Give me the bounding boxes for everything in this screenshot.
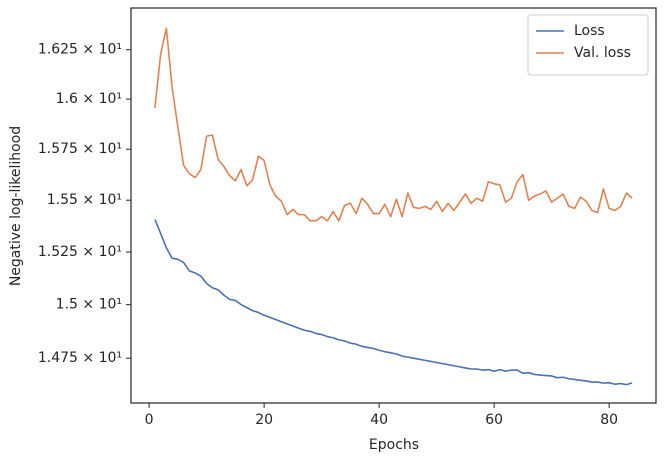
y-tick-label: 1.625 × 10¹	[38, 42, 122, 58]
y-tick-label: 1.525 × 10¹	[38, 244, 122, 260]
y-tick-label: 1.575 × 10¹	[38, 141, 122, 157]
y-tick-label: 1.55 × 10¹	[47, 192, 122, 208]
y-tick-label: 1.475 × 10¹	[38, 350, 122, 366]
x-tick-label: 80	[600, 412, 618, 428]
y-tick-label: 1.5 × 10¹	[56, 297, 122, 313]
legend-label: Loss	[574, 23, 605, 39]
series-line	[154, 27, 633, 222]
legend-box	[527, 14, 649, 76]
x-tick-label: 40	[370, 412, 388, 428]
plot-frame	[130, 7, 657, 404]
x-tick-label: 0	[145, 412, 154, 428]
y-tick-label: 1.6 × 10¹	[56, 91, 122, 107]
y-axis-label: Negative log-likelihood	[8, 126, 24, 286]
series-line	[154, 219, 633, 386]
legend-label: Val. loss	[574, 45, 631, 61]
x-tick-label: 60	[485, 412, 503, 428]
x-tick-label: 20	[255, 412, 273, 428]
x-axis-label: Epochs	[369, 437, 419, 453]
